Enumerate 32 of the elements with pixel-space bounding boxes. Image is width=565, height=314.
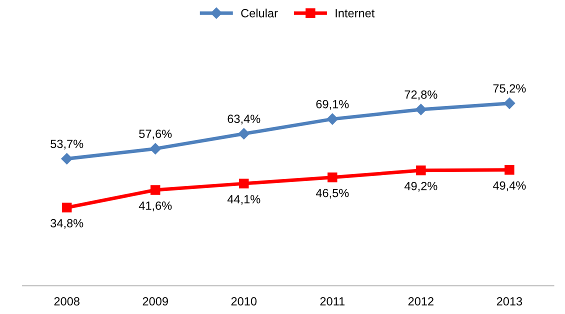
point [239,178,249,188]
point [504,165,514,175]
data-label: 69,1% [316,100,349,110]
data-label: 57,6% [139,130,172,140]
data-label: 63,4% [228,114,260,124]
x-tick-label: 2009 [142,297,168,306]
point [61,153,72,164]
point [238,128,250,140]
data-label: 44,1% [227,195,260,205]
data-label: 46,5% [316,188,349,199]
data-label: 53,7% [50,140,84,150]
data-label: 41,6% [138,201,172,212]
point [150,185,160,195]
point [504,98,516,109]
point [328,172,338,182]
data-label: 49,2% [404,182,438,192]
point [62,202,72,212]
legend-label: Celular [241,8,278,18]
legend-label: Internet [336,9,375,18]
data-label: 72,8% [404,90,438,100]
x-tick-label: 2010 [231,297,257,306]
point [326,113,338,125]
data-label: 49,4% [492,181,526,192]
x-tick-label: 2011 [320,297,345,306]
x-tick-label: 2013 [496,297,522,306]
data-label: 75,2% [493,84,526,94]
point [150,143,161,154]
x-tick-label: 2008 [54,297,80,306]
data-label: 34,8% [50,219,84,229]
point [416,166,426,176]
point [415,104,427,116]
x-tick-label: 2012 [408,297,434,306]
